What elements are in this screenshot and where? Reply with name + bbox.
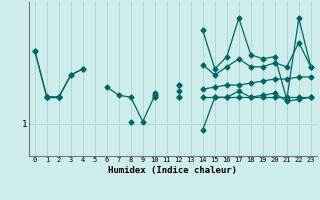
X-axis label: Humidex (Indice chaleur): Humidex (Indice chaleur)	[108, 166, 237, 175]
